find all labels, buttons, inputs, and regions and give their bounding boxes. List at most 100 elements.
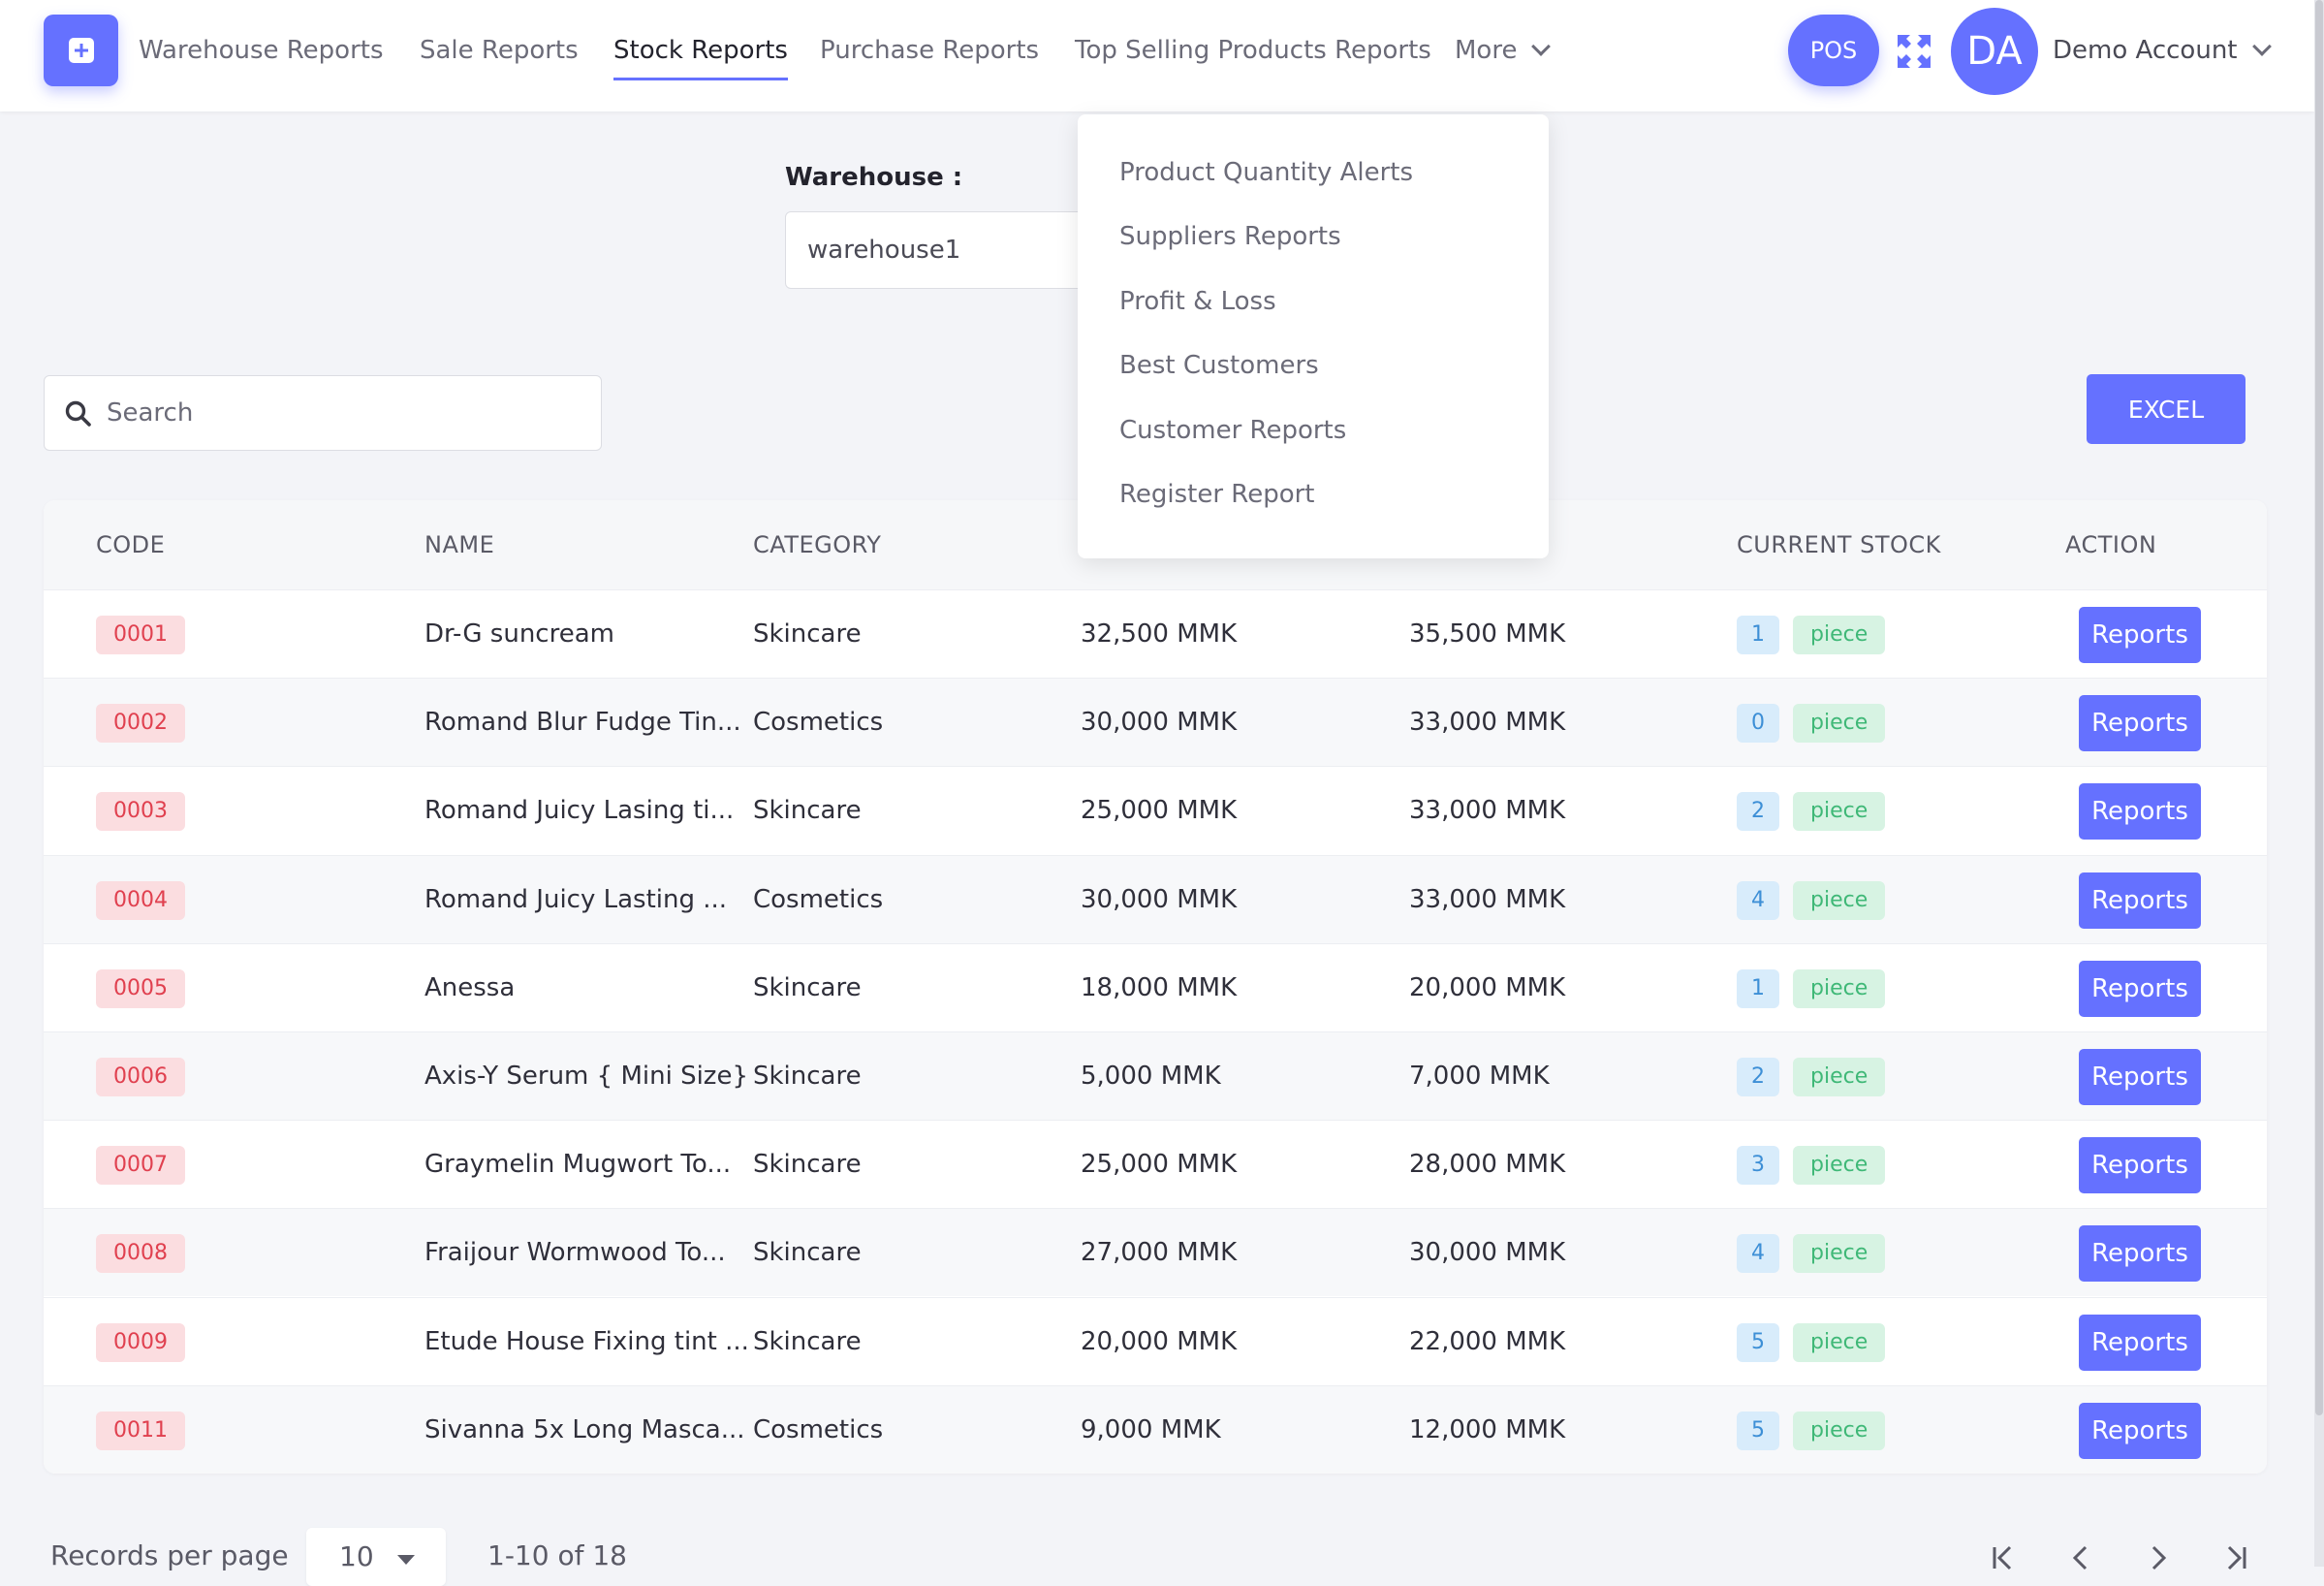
column-header-name[interactable]: NAME <box>424 531 495 558</box>
table-row: 0008 Fraijour Wormwood To... Skincare 27,00… <box>44 1208 2267 1297</box>
avatar[interactable]: DA <box>1951 8 2038 95</box>
product-code-badge: 0006 <box>96 1058 185 1096</box>
product-category: Skincare <box>753 1326 862 1356</box>
stock-unit-badge: piece <box>1793 1146 1886 1186</box>
warehouse-select[interactable]: warehouse1 <box>785 211 1095 289</box>
stock-quantity-badge: 2 <box>1737 1058 1779 1096</box>
menu-item-suppliers-reports[interactable]: Suppliers Reports <box>1119 222 1341 251</box>
reports-button[interactable]: Reports <box>2079 695 2201 752</box>
menu-item-product-quantity-alerts[interactable]: Product Quantity Alerts <box>1119 158 1414 187</box>
stock-unit-badge: piece <box>1793 792 1886 832</box>
pos-button[interactable]: POS <box>1788 15 1879 86</box>
product-cost: 5,000 MMK <box>1081 1062 1221 1091</box>
stock-unit-badge: piece <box>1793 1234 1886 1274</box>
product-category: Skincare <box>753 1150 862 1180</box>
page-scrollbar[interactable] <box>2314 0 2324 1567</box>
menu-item-best-customers[interactable]: Best Customers <box>1119 351 1319 380</box>
reports-button[interactable]: Reports <box>2079 783 2201 841</box>
pagination-range: 1-10 of 18 <box>487 1539 627 1571</box>
product-name: Dr-G suncream <box>424 619 614 649</box>
stock-quantity-badge: 5 <box>1737 1322 1779 1362</box>
product-price: 20,000 MMK <box>1409 972 1566 1002</box>
table-row: 0003 Romand Juicy Lasing ti... Skincare 25,… <box>44 766 2267 854</box>
product-cost: 30,000 MMK <box>1081 708 1238 738</box>
product-code-badge: 0009 <box>96 1322 185 1362</box>
menu-item-profit-loss[interactable]: Profit & Loss <box>1119 287 1276 316</box>
tab-sale-reports[interactable]: Sale Reports <box>420 36 579 65</box>
product-category: Skincare <box>753 796 862 826</box>
records-per-page-select[interactable]: 10 <box>306 1528 446 1586</box>
reports-button[interactable]: Reports <box>2079 1137 2201 1194</box>
stock-unit-badge: piece <box>1793 704 1886 744</box>
reports-button[interactable]: Reports <box>2079 872 2201 929</box>
more-dropdown-menu: Product Quantity Alerts Suppliers Report… <box>1078 114 1549 558</box>
product-code-badge: 0004 <box>96 880 185 920</box>
product-cost: 32,500 MMK <box>1081 619 1238 649</box>
product-code-badge: 0007 <box>96 1146 185 1186</box>
column-header-code[interactable]: CODE <box>96 531 166 558</box>
reports-button[interactable]: Reports <box>2079 1402 2201 1459</box>
product-cost: 18,000 MMK <box>1081 972 1238 1002</box>
records-per-page-label: Records per page <box>50 1539 289 1571</box>
reports-button[interactable]: Reports <box>2079 1049 2201 1105</box>
add-icon-button[interactable] <box>44 15 118 86</box>
product-cost: 30,000 MMK <box>1081 884 1238 914</box>
product-price: 7,000 MMK <box>1409 1062 1550 1091</box>
table-row: 0001 Dr-G suncream Skincare 32,500 MMK 35,50… <box>44 589 2267 678</box>
stock-unit-badge: piece <box>1793 1411 1886 1450</box>
stock-unit-badge: piece <box>1793 616 1886 654</box>
product-code-badge: 0002 <box>96 704 185 744</box>
column-header-action: ACTION <box>2065 531 2157 558</box>
caret-down-icon <box>397 1555 415 1565</box>
records-per-page-value: 10 <box>339 1540 374 1572</box>
reports-button[interactable]: Reports <box>2079 1225 2201 1283</box>
stock-unit-badge: piece <box>1793 968 1886 1008</box>
product-price: 33,000 MMK <box>1409 708 1566 738</box>
stock-quantity-badge: 4 <box>1737 1234 1779 1274</box>
stock-quantity-badge: 0 <box>1737 704 1779 744</box>
tab-purchase-reports[interactable]: Purchase Reports <box>820 36 1040 65</box>
chevron-down-icon <box>2251 37 2272 56</box>
stock-unit-badge: piece <box>1793 1322 1886 1362</box>
reports-button[interactable]: Reports <box>2079 960 2201 1017</box>
reports-button[interactable]: Reports <box>2079 607 2201 663</box>
table-row: 0004 Romand Juicy Lasting ... Cosmetics 30,… <box>44 854 2267 943</box>
tab-stock-reports[interactable]: Stock Reports <box>613 29 788 80</box>
product-name: Graymelin Mugwort To... <box>424 1150 732 1180</box>
stock-unit-badge: piece <box>1793 1058 1886 1096</box>
tab-warehouse-reports[interactable]: Warehouse Reports <box>139 36 384 65</box>
menu-item-customer-reports[interactable]: Customer Reports <box>1119 416 1347 445</box>
product-name: Romand Blur Fudge Tin... <box>424 708 741 738</box>
product-code-badge: 0011 <box>96 1411 185 1450</box>
product-name: Fraijour Wormwood To... <box>424 1238 726 1268</box>
fullscreen-expand-icon[interactable] <box>1898 35 1931 68</box>
product-code-badge: 0001 <box>96 616 185 654</box>
column-header-current-stock[interactable]: CURRENT STOCK <box>1737 531 1941 558</box>
next-page-icon[interactable] <box>2142 1541 2175 1574</box>
search-input[interactable] <box>101 376 578 450</box>
first-page-icon[interactable] <box>1987 1541 2020 1574</box>
warehouse-label: Warehouse : <box>785 163 963 192</box>
column-header-category[interactable]: CATEGORY <box>753 531 882 558</box>
table-row: 0005 Anessa Skincare 18,000 MMK 20,000 MMK 1 p… <box>44 942 2267 1031</box>
stock-quantity-badge: 1 <box>1737 616 1779 654</box>
search-box[interactable] <box>44 375 602 451</box>
table-row: 0002 Romand Blur Fudge Tin... Cosmetics 30,… <box>44 678 2267 767</box>
product-code-badge: 0003 <box>96 792 185 832</box>
product-cost: 20,000 MMK <box>1081 1326 1238 1356</box>
product-category: Skincare <box>753 1062 862 1091</box>
account-name: Demo Account <box>2053 36 2238 65</box>
excel-export-button[interactable]: EXCEL <box>2087 374 2245 444</box>
stock-quantity-badge: 4 <box>1737 880 1779 920</box>
previous-page-icon[interactable] <box>2064 1541 2097 1574</box>
last-page-icon[interactable] <box>2219 1541 2252 1574</box>
reports-button[interactable]: Reports <box>2079 1314 2201 1371</box>
product-price: 35,500 MMK <box>1409 619 1566 649</box>
account-menu-toggle[interactable]: Demo Account <box>2053 29 2272 72</box>
search-icon <box>65 400 91 427</box>
page-scrollbar-thumb[interactable] <box>2315 0 2323 1415</box>
tab-top-selling-products-reports[interactable]: Top Selling Products Reports <box>1075 36 1431 65</box>
menu-item-register-report[interactable]: Register Report <box>1119 480 1315 509</box>
product-name: Romand Juicy Lasting ... <box>424 884 728 914</box>
more-menu-toggle[interactable]: More <box>1455 29 1552 72</box>
